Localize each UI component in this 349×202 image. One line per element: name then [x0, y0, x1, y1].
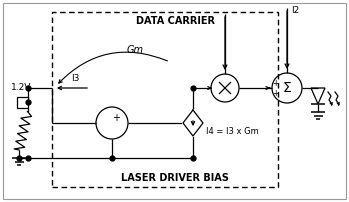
FancyBboxPatch shape	[3, 3, 346, 199]
Text: +: +	[272, 79, 278, 87]
Text: LASER DRIVER BIAS: LASER DRIVER BIAS	[121, 173, 229, 183]
Bar	[16, 97, 28, 107]
FancyArrowPatch shape	[59, 52, 168, 83]
Text: DATA CARRIER: DATA CARRIER	[135, 16, 215, 26]
Text: I4 = I3 x Gm: I4 = I3 x Gm	[206, 126, 259, 136]
Text: Gm: Gm	[126, 45, 143, 55]
Text: I2: I2	[291, 6, 299, 15]
Text: 1.2V: 1.2V	[11, 82, 31, 92]
Text: +: +	[112, 113, 120, 123]
Bar	[182, 109, 204, 137]
Text: $\Sigma$: $\Sigma$	[282, 81, 292, 95]
Text: +: +	[272, 88, 278, 98]
Text: I3: I3	[71, 74, 79, 83]
